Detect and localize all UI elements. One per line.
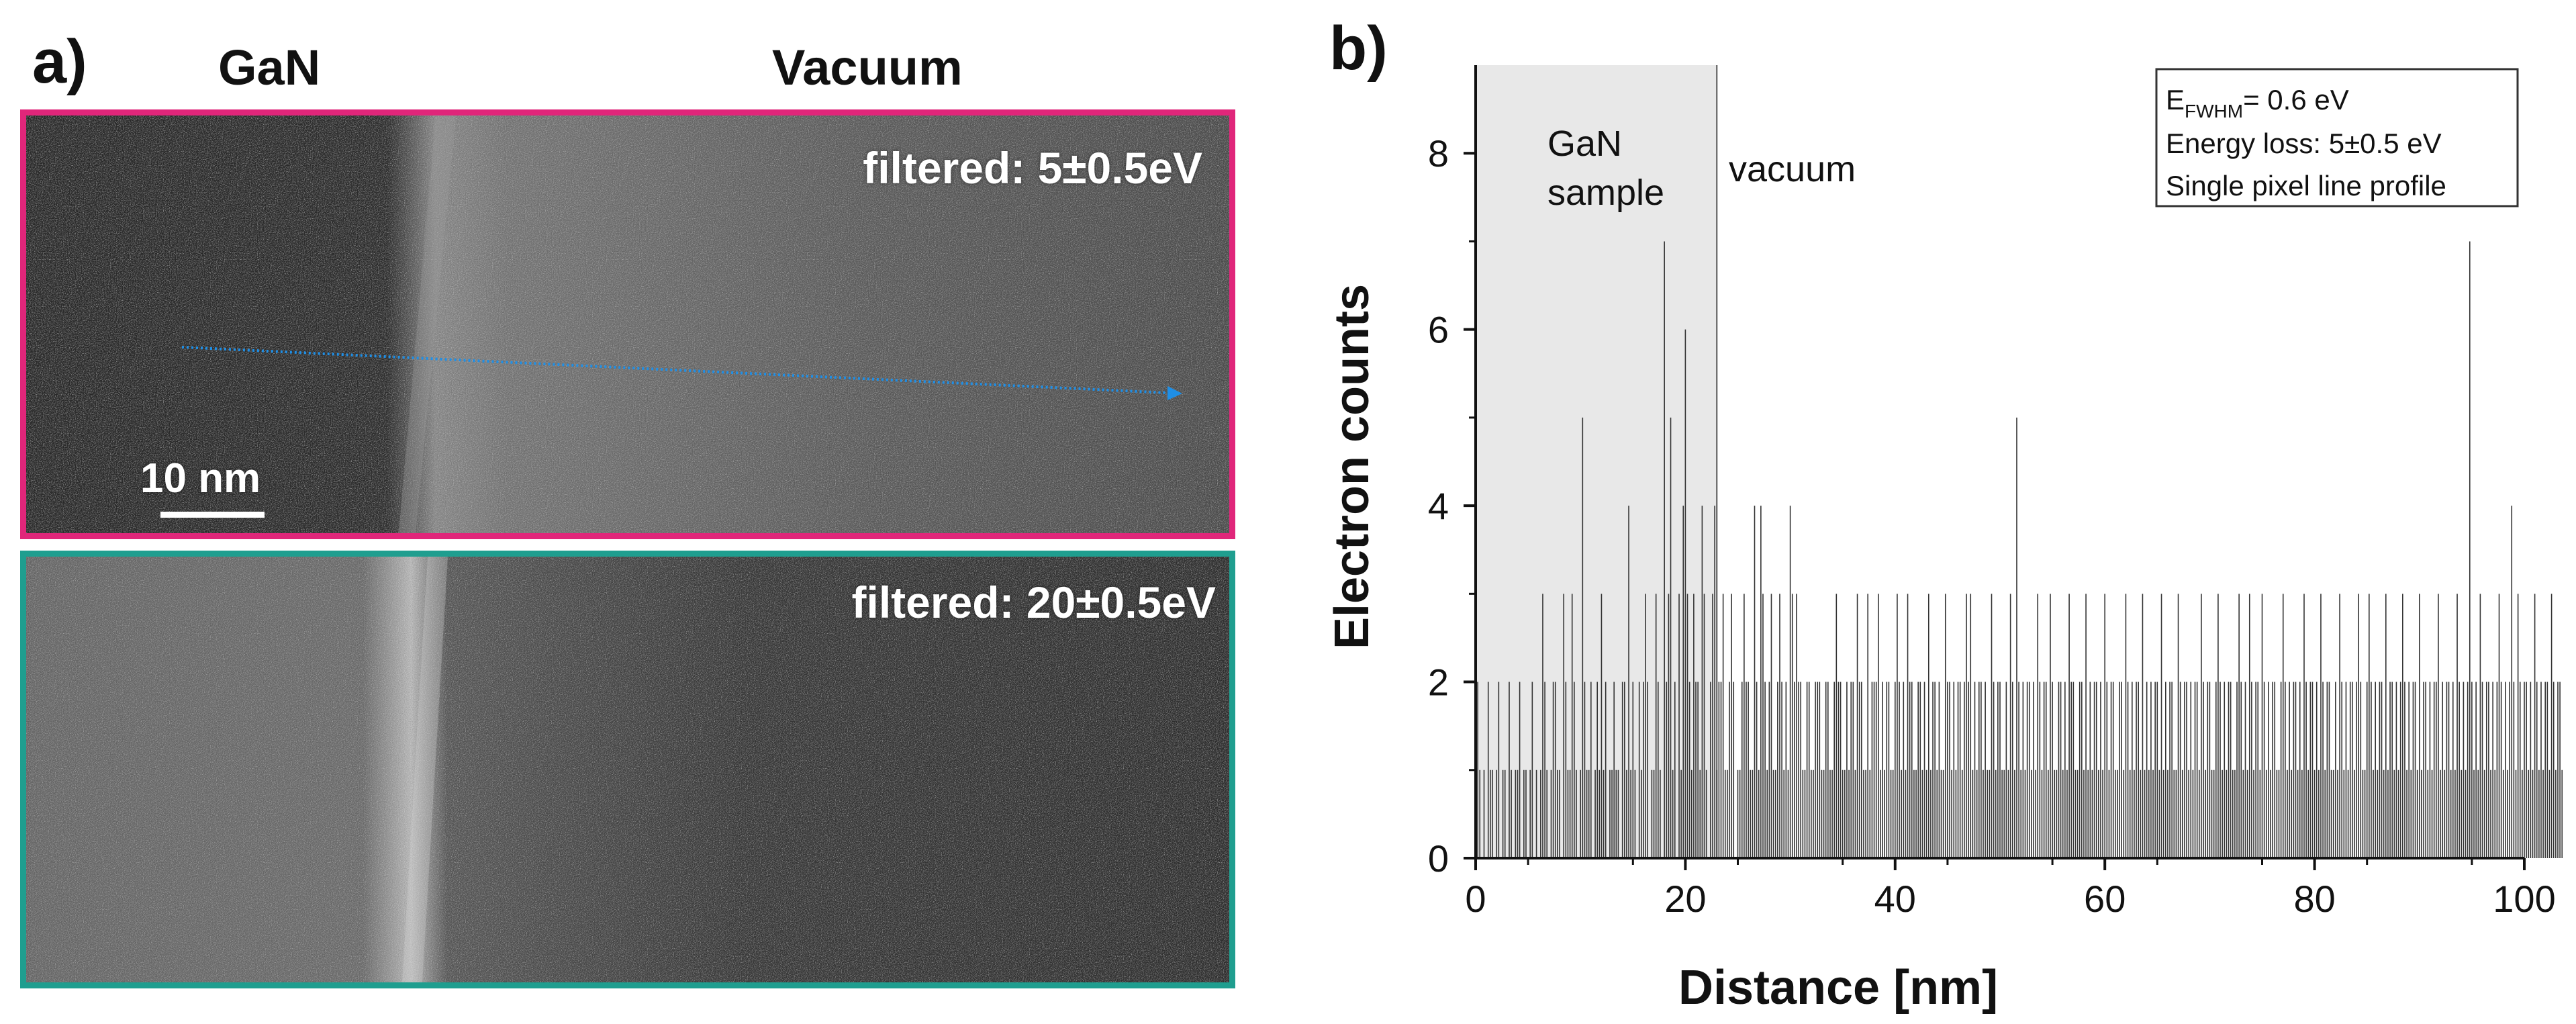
bottom-filtered-image: filtered: 20±0.5eV — [20, 551, 1235, 988]
x-tick-label-0: 0 — [1465, 878, 1486, 920]
legend-line1: EFWHM= 0.6 eV — [2166, 84, 2349, 122]
panel-a-label: a) — [32, 28, 87, 96]
axes: 0 20 40 60 80 100 0 2 4 6 8 — [1428, 65, 2556, 920]
bottom-filter-label: filtered: 20±0.5eV — [851, 577, 1216, 627]
x-tick-label-40: 40 — [1874, 878, 1916, 920]
bar-series — [1477, 241, 2563, 858]
region-gan-line2: sample — [1547, 173, 1664, 213]
scale-bar — [160, 512, 265, 518]
legend-box — [2155, 68, 2519, 207]
header-vacuum: Vacuum — [772, 40, 963, 95]
y-tick-label-0: 0 — [1428, 837, 1449, 880]
region-vacuum: vacuum — [1729, 149, 1856, 189]
top-filter-label: filtered: 5±0.5eV — [863, 143, 1202, 193]
y-tick-label-6: 6 — [1428, 309, 1449, 351]
x-tick-label-100: 100 — [2493, 878, 2555, 920]
x-axis-title: Distance [nm] — [1678, 961, 1998, 1015]
x-tick-label-20: 20 — [1664, 878, 1706, 920]
y-axis-title: Electron counts — [1325, 284, 1379, 649]
y-tick-label-8: 8 — [1428, 132, 1449, 175]
top-filtered-image: filtered: 5±0.5eV 10 nm — [20, 109, 1235, 539]
y-tick-label-4: 4 — [1428, 485, 1449, 527]
top-image-texture — [26, 115, 1229, 533]
gan-shaded-region — [1476, 65, 1717, 858]
x-tick-label-80: 80 — [2293, 878, 2335, 920]
bottom-image-texture — [26, 557, 1229, 982]
profile-arrow-head — [1167, 386, 1182, 400]
header-gan: GaN — [218, 40, 321, 95]
x-tick-label-60: 60 — [2084, 878, 2126, 920]
region-gan-line1: GaN — [1547, 124, 1622, 164]
legend-line2: Energy loss: 5±0.5 eV — [2166, 128, 2442, 159]
legend-line3: Single pixel line profile — [2166, 170, 2446, 201]
panel-b-label: b) — [1329, 14, 1388, 83]
y-tick-label-2: 2 — [1428, 661, 1449, 704]
plot-area — [1476, 65, 1718, 858]
scale-bar-label: 10 nm — [140, 455, 261, 502]
